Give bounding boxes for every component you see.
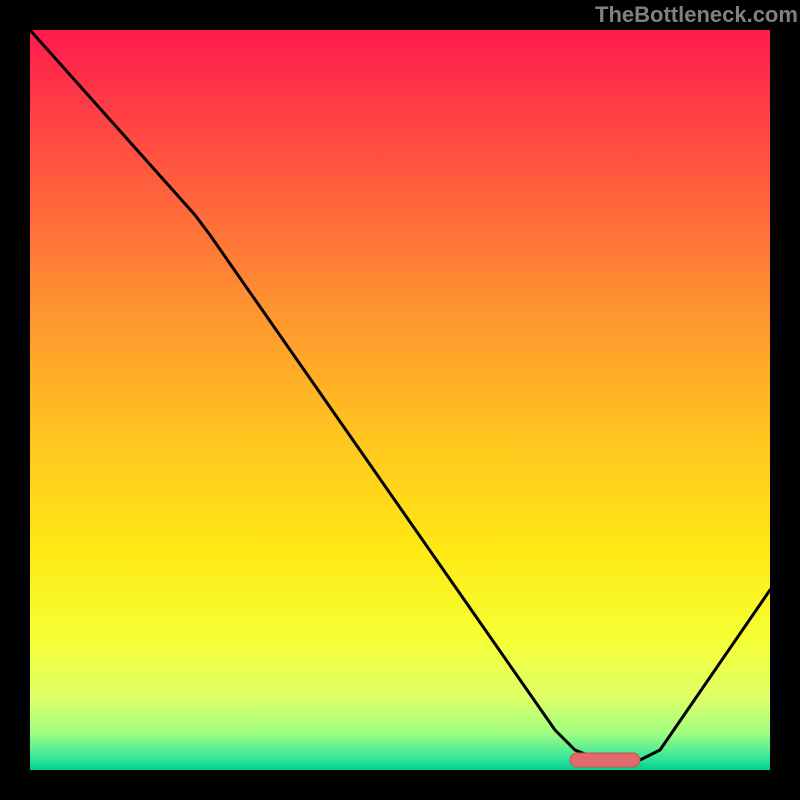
watermark-text: TheBottleneck.com xyxy=(595,2,798,28)
optimum-marker xyxy=(570,753,640,767)
chart-svg xyxy=(0,0,800,800)
plot-background xyxy=(30,30,770,770)
